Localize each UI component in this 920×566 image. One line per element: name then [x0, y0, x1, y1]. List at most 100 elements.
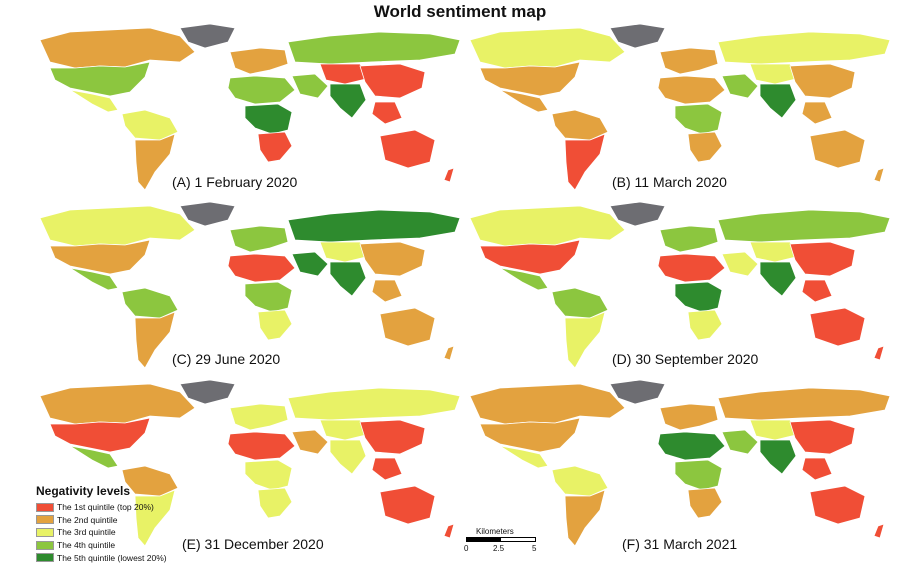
region-middle-east: [721, 429, 759, 455]
region-south-asia: [759, 439, 797, 475]
region-southern-africa: [687, 487, 723, 519]
scale-title: Kilometers: [476, 527, 514, 536]
region-south-america-south: [564, 311, 606, 369]
legend-swatch: [36, 540, 54, 550]
legend-title: Negativity levels: [36, 484, 131, 498]
region-usa: [479, 61, 581, 97]
legend: Negativity levels The 1st quintile (top …: [36, 484, 186, 564]
region-mexico: [499, 89, 549, 113]
region-greenland: [179, 23, 236, 49]
region-south-america-south: [134, 489, 176, 547]
region-europe: [659, 403, 719, 431]
region-australia: [379, 307, 436, 347]
region-mexico: [69, 89, 119, 113]
region-east-asia: [359, 63, 426, 99]
region-south-america-south: [134, 311, 176, 369]
region-canada: [39, 205, 196, 247]
legend-item: The 3rd quintile: [36, 526, 186, 539]
scale-tick: 5: [532, 544, 537, 553]
region-russia: [287, 31, 461, 65]
region-canada: [469, 383, 626, 425]
region-mexico: [69, 267, 119, 291]
panel-caption-e: (E) 31 December 2020: [182, 536, 324, 552]
map-panel-d: [460, 200, 915, 380]
region-south-asia: [329, 261, 367, 297]
region-greenland: [179, 201, 236, 227]
region-central-africa: [674, 459, 723, 491]
legend-label: The 1st quintile (top 20%): [57, 502, 154, 513]
region-central-asia: [749, 63, 801, 85]
region-east-asia: [359, 419, 426, 455]
region-south-america-north: [121, 287, 179, 319]
region-central-asia: [319, 241, 371, 263]
region-southern-africa: [687, 309, 723, 341]
panel-caption-a: (A) 1 February 2020: [172, 174, 298, 190]
region-southern-africa: [257, 131, 293, 163]
region-usa: [49, 61, 151, 97]
region-new-zealand: [443, 167, 455, 183]
region-usa: [49, 239, 151, 275]
region-australia: [809, 307, 866, 347]
region-central-africa: [244, 103, 293, 135]
region-south-america-south: [564, 133, 606, 191]
legend-label: The 2nd quintile: [57, 514, 118, 525]
scale-bar: Kilometers 0 2.5 5: [462, 527, 542, 556]
region-mexico: [499, 445, 549, 469]
legend-swatch: [36, 502, 54, 512]
region-north-africa: [227, 75, 296, 105]
region-south-america-south: [134, 133, 176, 191]
map-panel-e: [30, 378, 485, 558]
region-south-america-north: [551, 287, 609, 319]
world-map: [469, 201, 891, 369]
region-usa: [49, 417, 151, 453]
panel-caption-f: (F) 31 March 2021: [622, 536, 738, 552]
region-new-zealand: [873, 523, 885, 539]
region-southeast-asia: [801, 101, 833, 125]
legend-label: The 4th quintile: [57, 540, 116, 551]
region-south-america-north: [121, 109, 179, 141]
region-australia: [809, 129, 866, 169]
region-canada: [469, 27, 626, 69]
world-map: [469, 23, 891, 191]
region-greenland: [609, 379, 666, 405]
map-panel-f: [460, 378, 915, 558]
region-russia: [717, 31, 891, 65]
panel-caption-b: (B) 11 March 2020: [612, 174, 727, 190]
region-south-america-north: [551, 465, 609, 497]
region-east-asia: [789, 241, 856, 277]
region-north-africa: [227, 431, 296, 461]
region-europe: [659, 47, 719, 75]
legend-item: The 4th quintile: [36, 539, 186, 552]
region-southeast-asia: [801, 457, 833, 481]
scale-tick: 0: [464, 544, 469, 553]
map-panel-b: [460, 22, 915, 202]
region-australia: [379, 485, 436, 525]
region-north-africa: [657, 75, 726, 105]
region-mexico: [69, 445, 119, 469]
map-panel-a: [30, 22, 485, 202]
region-south-asia: [759, 83, 797, 119]
region-central-asia: [319, 63, 371, 85]
scale-bar-graphic: [466, 537, 536, 542]
region-east-asia: [359, 241, 426, 277]
region-russia: [717, 387, 891, 421]
region-middle-east: [721, 73, 759, 99]
region-greenland: [609, 201, 666, 227]
region-europe: [229, 225, 289, 253]
region-canada: [39, 383, 196, 425]
region-central-asia: [749, 241, 801, 263]
region-southeast-asia: [371, 101, 403, 125]
region-europe: [659, 225, 719, 253]
region-southeast-asia: [801, 279, 833, 303]
region-australia: [379, 129, 436, 169]
region-europe: [229, 403, 289, 431]
legend-label: The 5th quintile (lowest 20%): [57, 552, 167, 563]
region-new-zealand: [443, 345, 455, 361]
region-middle-east: [291, 73, 329, 99]
region-australia: [809, 485, 866, 525]
legend-swatch: [36, 515, 54, 525]
region-east-asia: [789, 419, 856, 455]
region-new-zealand: [873, 345, 885, 361]
region-greenland: [609, 23, 666, 49]
region-usa: [479, 239, 581, 275]
